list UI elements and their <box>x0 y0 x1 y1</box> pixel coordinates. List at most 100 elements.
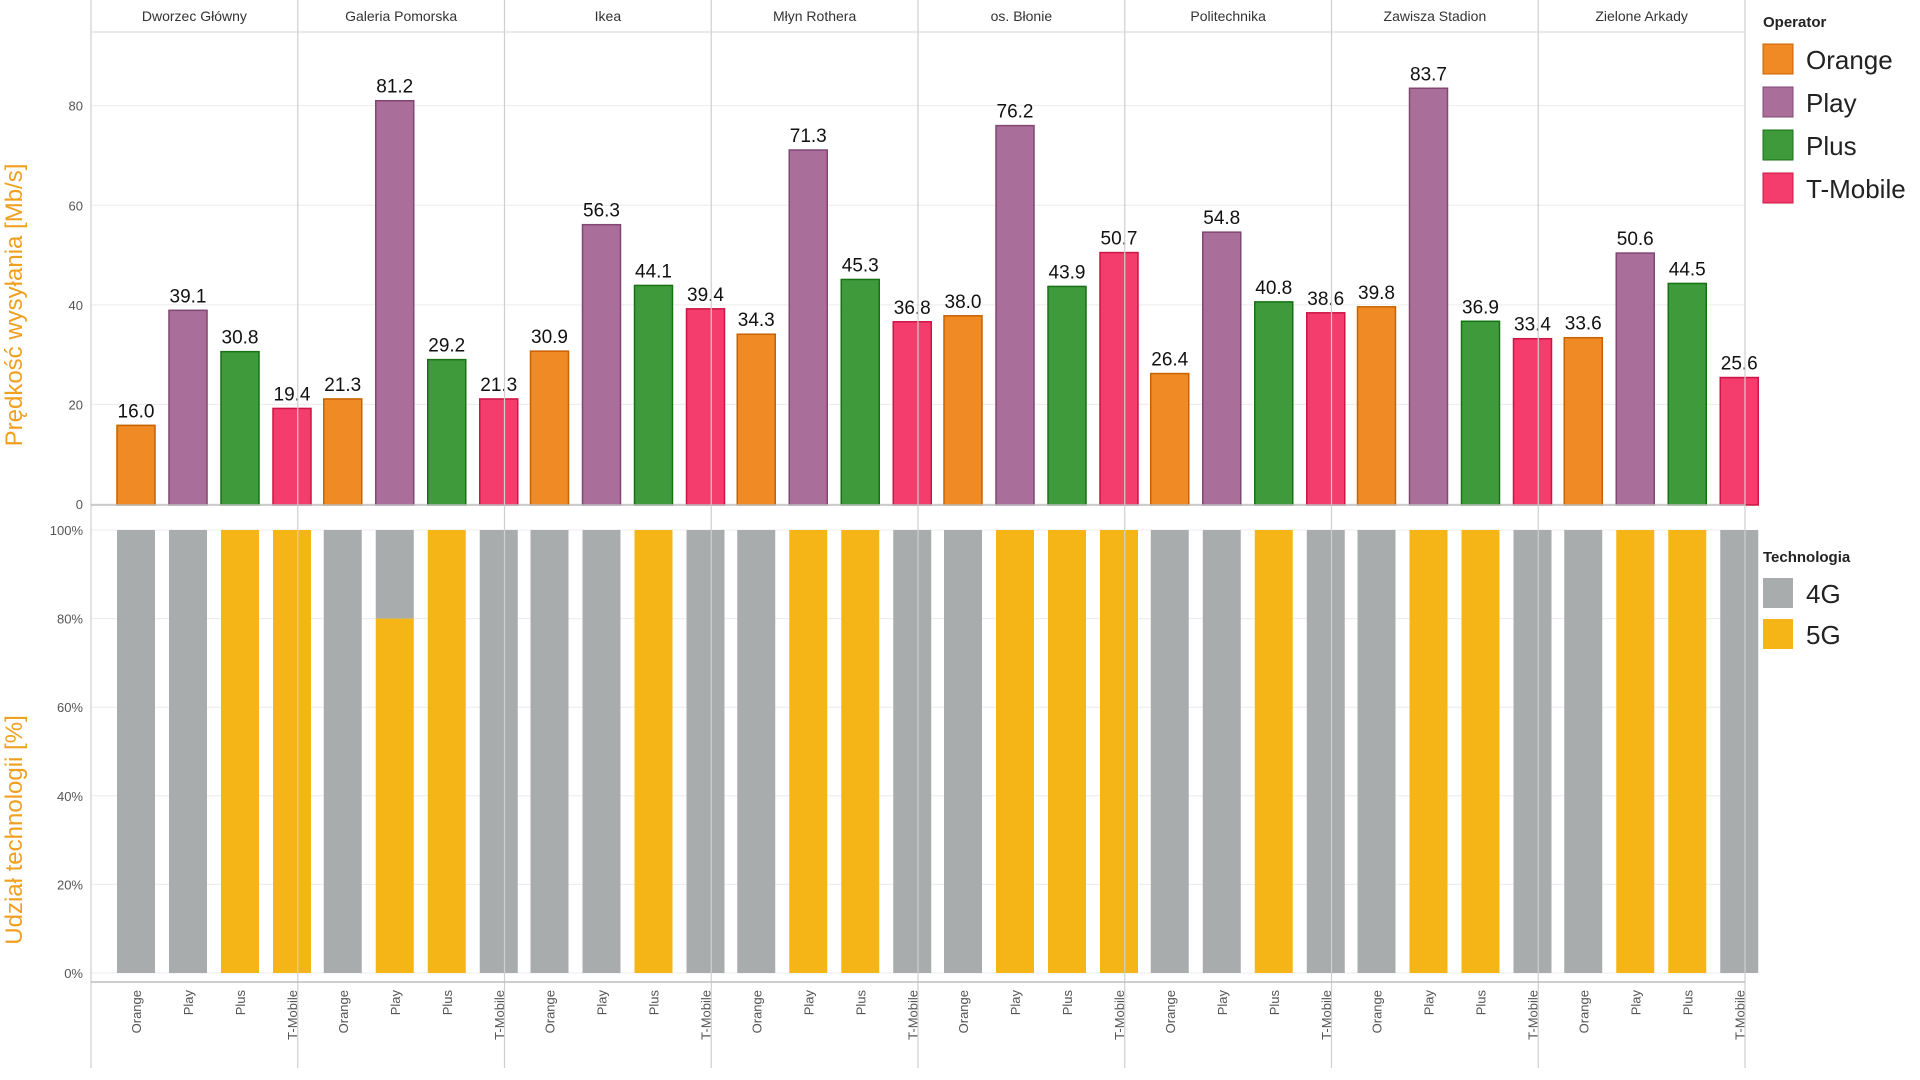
speed-value-label: 45.3 <box>842 255 879 276</box>
tech-bar-4g <box>1720 530 1759 973</box>
x-category-label: Play <box>595 990 610 1016</box>
speed-bar <box>220 350 260 506</box>
legend-label: Play <box>1806 88 1857 118</box>
facet-label: os. Błonie <box>991 8 1053 24</box>
tech-bar-5g <box>221 530 259 973</box>
speed-bar <box>323 398 363 506</box>
speed-value-label: 50.6 <box>1617 229 1654 250</box>
tech-y-tick: 40% <box>57 789 83 804</box>
speed-bar <box>1306 312 1346 506</box>
tech-bar-4g <box>1357 530 1396 973</box>
speed-bar <box>168 309 208 506</box>
x-category-label: Orange <box>749 990 764 1033</box>
tech-bar-4g <box>944 530 982 973</box>
x-category-label: T-Mobile <box>1526 990 1541 1040</box>
speed-y-tick: 80 <box>69 99 83 114</box>
tech-bar-5g <box>427 530 466 973</box>
speed-value-label: 21.3 <box>324 375 361 396</box>
x-category-label: Orange <box>129 990 144 1033</box>
speed-y-tick: 0 <box>76 497 83 512</box>
speed-bar <box>375 99 415 506</box>
x-category-label: Plus <box>1474 990 1489 1016</box>
x-category-label: Play <box>1008 990 1023 1016</box>
speed-value-label: 40.8 <box>1255 278 1292 299</box>
x-category-label: Plus <box>440 990 455 1016</box>
technology-legend: Technologia 4G 5G <box>1763 549 1851 650</box>
speed-value-label: 21.3 <box>480 375 517 396</box>
tech-bar-4g <box>323 530 362 973</box>
facet-label: Zawisza Stadion <box>1384 8 1487 24</box>
speed-bar <box>788 149 828 506</box>
speed-bar <box>1667 282 1707 506</box>
x-category-label: Orange <box>1163 990 1178 1033</box>
x-category-label: Play <box>1628 990 1643 1016</box>
facet-label: Politechnika <box>1190 8 1266 24</box>
speed-value-label: 81.2 <box>376 77 413 98</box>
technology-panel: 0% 20% 40% 60% 80% 100% <box>50 523 1759 981</box>
speed-bar <box>116 424 156 506</box>
speed-value-label: 30.9 <box>531 327 568 348</box>
tech-bar-5g <box>1048 530 1086 973</box>
legend-swatch <box>1762 86 1794 118</box>
tech-y-tick: 80% <box>57 612 83 627</box>
tech-bar-4g <box>479 530 518 973</box>
tech-bar-4g <box>893 530 932 973</box>
tech-bar-4g <box>686 530 725 973</box>
speed-y-tick: 40 <box>69 298 83 313</box>
speed-value-label: 39.8 <box>1358 283 1395 304</box>
tech-bar-4g <box>582 530 621 973</box>
x-category-label: T-Mobile <box>1732 990 1747 1040</box>
x-category-label: Orange <box>1576 990 1591 1033</box>
speed-bar <box>633 284 674 506</box>
tech-bar-4g <box>375 530 414 619</box>
speed-value-label: 36.8 <box>894 298 931 319</box>
speed-value-label: 44.1 <box>635 261 672 282</box>
facet-label: Galeria Pomorska <box>345 8 457 24</box>
speed-bar <box>736 333 776 506</box>
tech-y-tick: 0% <box>64 966 83 981</box>
legend-label: Orange <box>1806 45 1893 75</box>
tech-bar-4g <box>1150 530 1189 973</box>
speed-value-label: 44.5 <box>1669 259 1706 280</box>
legend-swatch <box>1762 172 1794 204</box>
speed-bar <box>1563 336 1603 506</box>
speed-bar <box>1460 320 1501 506</box>
x-category-label: Orange <box>956 990 971 1033</box>
speed-y-tick: 60 <box>69 198 83 213</box>
x-category-label: Plus <box>1680 990 1695 1016</box>
tech-bar-4g <box>1306 530 1345 973</box>
speed-value-label: 29.2 <box>428 336 465 357</box>
tech-bar-5g <box>1254 530 1293 973</box>
tech-bar-5g <box>273 530 311 973</box>
x-category-label: Play <box>1215 990 1230 1016</box>
x-category-label: Plus <box>1060 990 1075 1016</box>
operator-legend-title: Operator <box>1763 14 1827 31</box>
speed-bar <box>427 358 467 506</box>
legend-swatch <box>1762 43 1794 75</box>
speed-value-label: 30.8 <box>222 328 259 349</box>
speed-value-label: 71.3 <box>790 126 827 147</box>
x-category-label: T-Mobile <box>1112 990 1127 1040</box>
legend-label: Plus <box>1806 131 1857 161</box>
speed-bar <box>1356 306 1397 506</box>
tech-bar-5g <box>841 530 880 973</box>
x-category-label: T-Mobile <box>285 990 300 1040</box>
x-category-label: Play <box>1422 990 1437 1016</box>
x-category-label: Plus <box>1267 990 1282 1016</box>
speed-bar <box>995 124 1035 506</box>
speed-value-label: 34.3 <box>738 310 775 331</box>
x-category-label: Play <box>388 990 403 1016</box>
tech-bar-4g <box>737 530 776 973</box>
speed-value-label: 54.8 <box>1203 208 1240 229</box>
legend-swatch <box>1762 129 1794 161</box>
tech-bar-5g <box>996 530 1034 973</box>
speed-value-label: 16.0 <box>118 401 155 422</box>
speed-bar <box>529 350 570 506</box>
speed-bar <box>1719 376 1759 506</box>
speed-bar <box>1254 301 1294 506</box>
speed-bar <box>1615 252 1655 506</box>
tech-bar-4g <box>117 530 155 973</box>
x-category-label: T-Mobile <box>905 990 920 1040</box>
speed-value-label: 76.2 <box>997 102 1034 123</box>
speed-bar <box>1408 87 1449 506</box>
